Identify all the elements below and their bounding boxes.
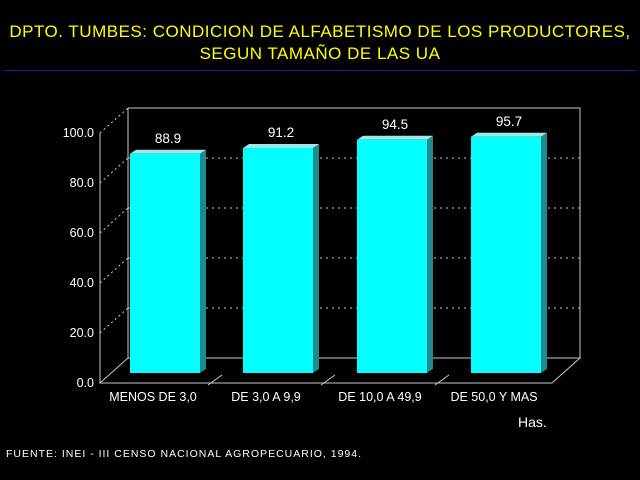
y-tick-label: 40.0 <box>70 276 94 290</box>
category-labels: MENOS DE 3,0 DE 3,0 A 9,9 DE 10,0 A 49,9 DE… <box>109 390 537 404</box>
bar-front <box>357 139 427 373</box>
bars <box>130 132 547 373</box>
y-tick-label: 60.0 <box>70 226 94 240</box>
gridline-side <box>99 157 129 184</box>
bar <box>471 132 547 373</box>
bar-top <box>243 144 319 148</box>
data-label: 95.7 <box>496 114 522 129</box>
gridline-side <box>99 257 129 284</box>
y-tick-label: 80.0 <box>70 176 94 190</box>
bar-top <box>357 135 433 140</box>
y-tick-label: 100.0 <box>63 126 94 140</box>
data-label: 94.5 <box>382 117 408 132</box>
y-tick-label: 20.0 <box>70 326 94 340</box>
bar-front <box>471 136 541 373</box>
source-note: FUENTE: INEI - III CENSO NACIONAL AGROPE… <box>6 448 363 460</box>
bar-top <box>471 132 547 137</box>
bar-side <box>427 135 433 373</box>
category-label: DE 3,0 A 9,9 <box>231 390 301 404</box>
bar <box>357 135 433 373</box>
bar-top <box>130 149 206 154</box>
data-labels: 88.9 91.2 94.5 95.7 <box>155 114 522 146</box>
category-label: MENOS DE 3,0 <box>109 390 197 404</box>
bar-side <box>313 144 319 373</box>
axes <box>98 107 582 386</box>
chart-subtitle: SEGUN TAMAÑO DE LAS UA <box>199 44 441 63</box>
x-axis-unit-label: Has. <box>518 414 547 430</box>
category-divider <box>320 374 336 386</box>
gridline-side <box>99 307 129 334</box>
y-tick-label: 0.0 <box>77 376 94 390</box>
gridline-side <box>99 207 129 234</box>
y-axis-ticks: 0.0 20.0 40.0 60.0 80.0 100.0 <box>63 126 94 390</box>
chart-title: DPTO. TUMBES: CONDICION DE ALFABETISMO D… <box>9 22 631 41</box>
bar-side <box>541 132 547 373</box>
category-divider <box>434 374 450 386</box>
data-label: 88.9 <box>155 131 181 146</box>
category-divider <box>207 374 223 386</box>
bar-side <box>200 149 206 373</box>
data-label: 91.2 <box>268 125 294 140</box>
gridlines <box>99 107 580 334</box>
bar <box>243 144 319 373</box>
title-divider <box>4 70 636 71</box>
category-label: DE 50,0 Y MAS <box>450 390 537 404</box>
bar <box>130 149 206 373</box>
category-label: DE 10,0 A 49,9 <box>338 390 421 404</box>
bar-front <box>243 148 313 373</box>
bar-front <box>130 153 200 373</box>
floor-plane <box>98 357 582 384</box>
gridline-side <box>99 107 129 134</box>
